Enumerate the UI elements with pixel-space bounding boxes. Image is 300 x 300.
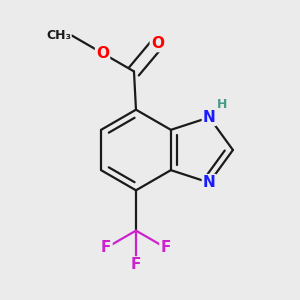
Text: F: F — [131, 257, 141, 272]
Text: N: N — [203, 110, 216, 125]
Text: O: O — [151, 36, 164, 51]
Text: F: F — [160, 240, 171, 255]
Text: CH₃: CH₃ — [46, 28, 71, 42]
Text: F: F — [101, 240, 112, 255]
Text: O: O — [96, 46, 109, 61]
Text: H: H — [218, 98, 228, 111]
Text: N: N — [203, 175, 216, 190]
